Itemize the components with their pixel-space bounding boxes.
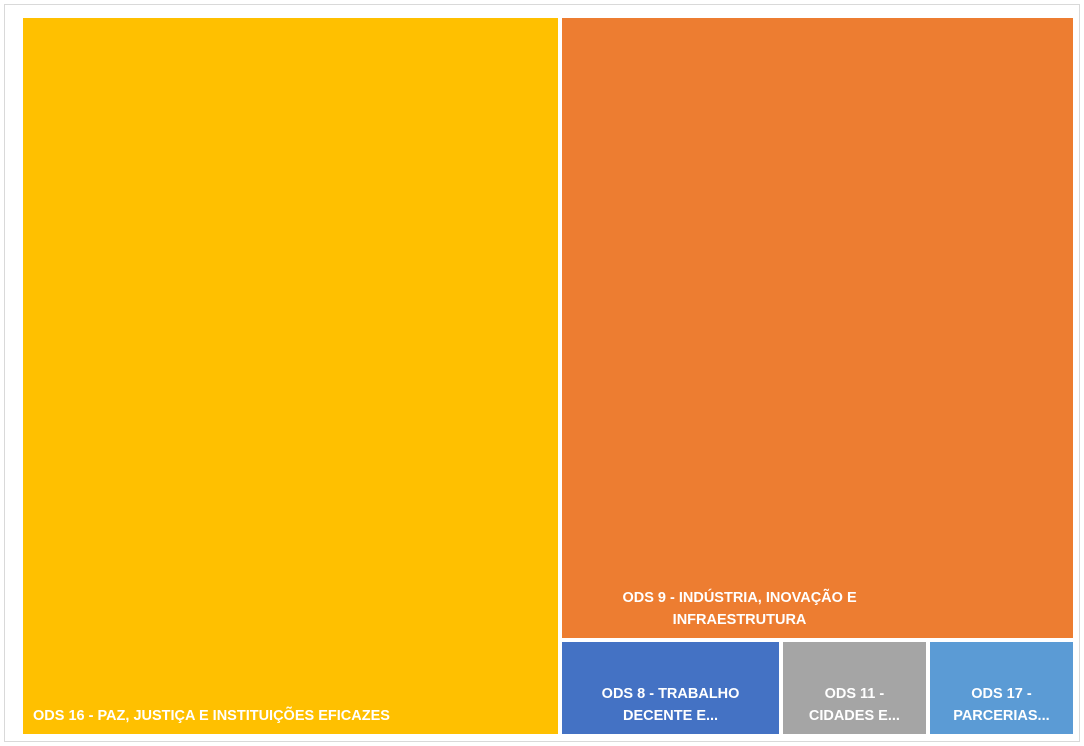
cell-label: ODS 17 - PARCERIAS... [953,686,1050,724]
cell-label: ODS 9 - INDÚSTRIA, INOVAÇÃO E INFRAESTRU… [622,590,857,628]
treemap: ODS 16 - PAZ, JUSTIÇA E INSTITUIÇÕES EFI… [21,16,1075,736]
treemap-cell: ODS 11 - CIDADES E... [780,640,928,736]
treemap-cell: ODS 8 - TRABALHO DECENTE E... [560,640,781,736]
treemap-cell: ODS 9 - INDÚSTRIA, INOVAÇÃO E INFRAESTRU… [560,16,1075,640]
cell-label: ODS 8 - TRABALHO DECENTE E... [601,686,740,724]
treemap-cell: ODS 16 - PAZ, JUSTIÇA E INSTITUIÇÕES EFI… [21,16,561,736]
chart-frame: ODS 16 - PAZ, JUSTIÇA E INSTITUIÇÕES EFI… [4,4,1080,742]
cell-label: ODS 16 - PAZ, JUSTIÇA E INSTITUIÇÕES EFI… [33,708,390,724]
treemap-cell: ODS 17 - PARCERIAS... [927,640,1075,736]
cell-label: ODS 11 - CIDADES E... [808,686,900,724]
